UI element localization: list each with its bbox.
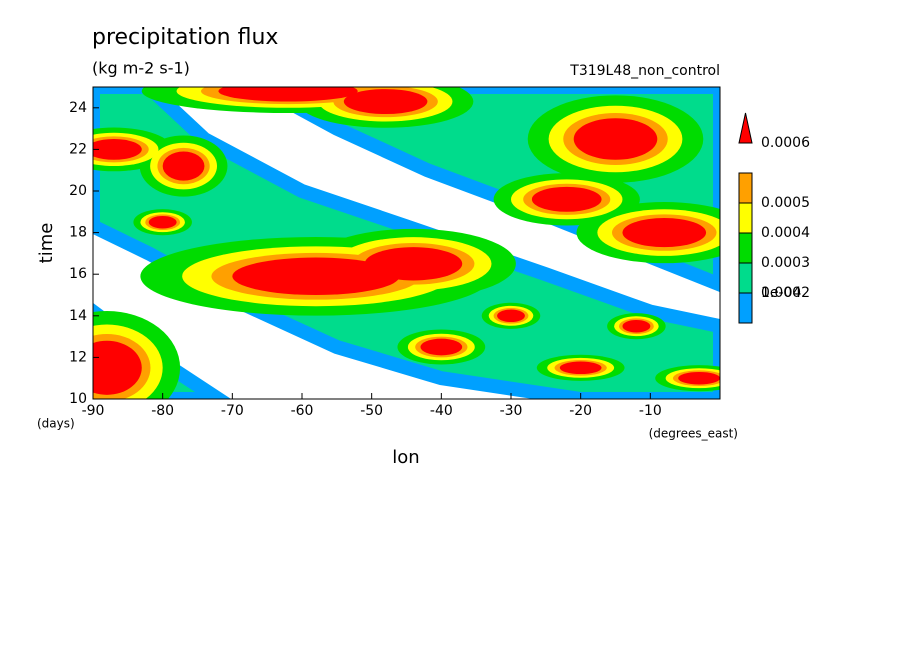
x-tick-label: -40 — [430, 403, 453, 419]
y-tick-label: 12 — [69, 349, 87, 365]
colorbar-arrow — [738, 112, 753, 144]
contour-fill — [497, 309, 525, 323]
contour-field — [93, 87, 720, 399]
x-tick-label: -10 — [639, 403, 662, 419]
x-tick-label: -20 — [569, 403, 592, 419]
contour-fill — [343, 89, 428, 115]
colorbar-label: 1e-04 — [761, 285, 801, 301]
y-tick-label: 14 — [69, 308, 87, 324]
x-axis-units: (degrees_east) — [649, 427, 738, 441]
colorbar-box — [738, 202, 753, 234]
contour-fill — [678, 371, 720, 385]
x-tick-label: -80 — [151, 403, 174, 419]
colorbar-label: 0.0004 — [761, 225, 810, 241]
colorbar-label: 0.0006 — [761, 135, 810, 151]
colorbar-box — [738, 262, 753, 294]
contour-fill — [162, 151, 205, 181]
colorbar-label: 0.0002 — [761, 285, 810, 301]
x-tick-label: -60 — [291, 403, 314, 419]
contour-fill — [622, 319, 651, 333]
contour-fill — [364, 247, 463, 281]
contour-fill — [93, 340, 142, 395]
contour-fill — [573, 118, 658, 160]
contour-fill — [218, 87, 358, 102]
y-axis-units: (days) — [37, 417, 75, 431]
colorbar-box — [738, 172, 753, 204]
plot-frame — [92, 86, 721, 400]
contour-fill — [559, 361, 602, 375]
y-axis-label: time — [36, 223, 57, 264]
colorbar-box — [738, 232, 753, 264]
y-tick-label: 10 — [69, 391, 87, 407]
x-tick-label: -70 — [221, 403, 244, 419]
contour-fill — [622, 218, 707, 248]
contour-fill — [420, 338, 463, 356]
chart-title: precipitation flux — [92, 25, 278, 50]
contour-fill — [148, 215, 177, 229]
y-tick-label: 24 — [69, 100, 87, 116]
y-tick-label: 22 — [69, 141, 87, 157]
colorbar-box — [738, 292, 753, 324]
annotation: T319L48_non_control — [569, 63, 720, 79]
x-axis-label: lon — [392, 447, 419, 468]
colorbar-label: 0.0003 — [761, 255, 810, 271]
y-tick-label: 16 — [69, 266, 87, 282]
y-tick-label: 20 — [69, 183, 87, 199]
x-tick-label: -50 — [360, 403, 383, 419]
x-tick-label: -90 — [82, 403, 105, 419]
y-tick-label: 18 — [69, 225, 87, 241]
x-tick-label: -30 — [500, 403, 523, 419]
colorbar-label: 0.0005 — [761, 195, 810, 211]
contour-fill — [93, 139, 142, 160]
contour-fill — [232, 257, 400, 295]
chart-subtitle: (kg m-2 s-1) — [92, 59, 190, 78]
contour-fill — [531, 186, 602, 212]
